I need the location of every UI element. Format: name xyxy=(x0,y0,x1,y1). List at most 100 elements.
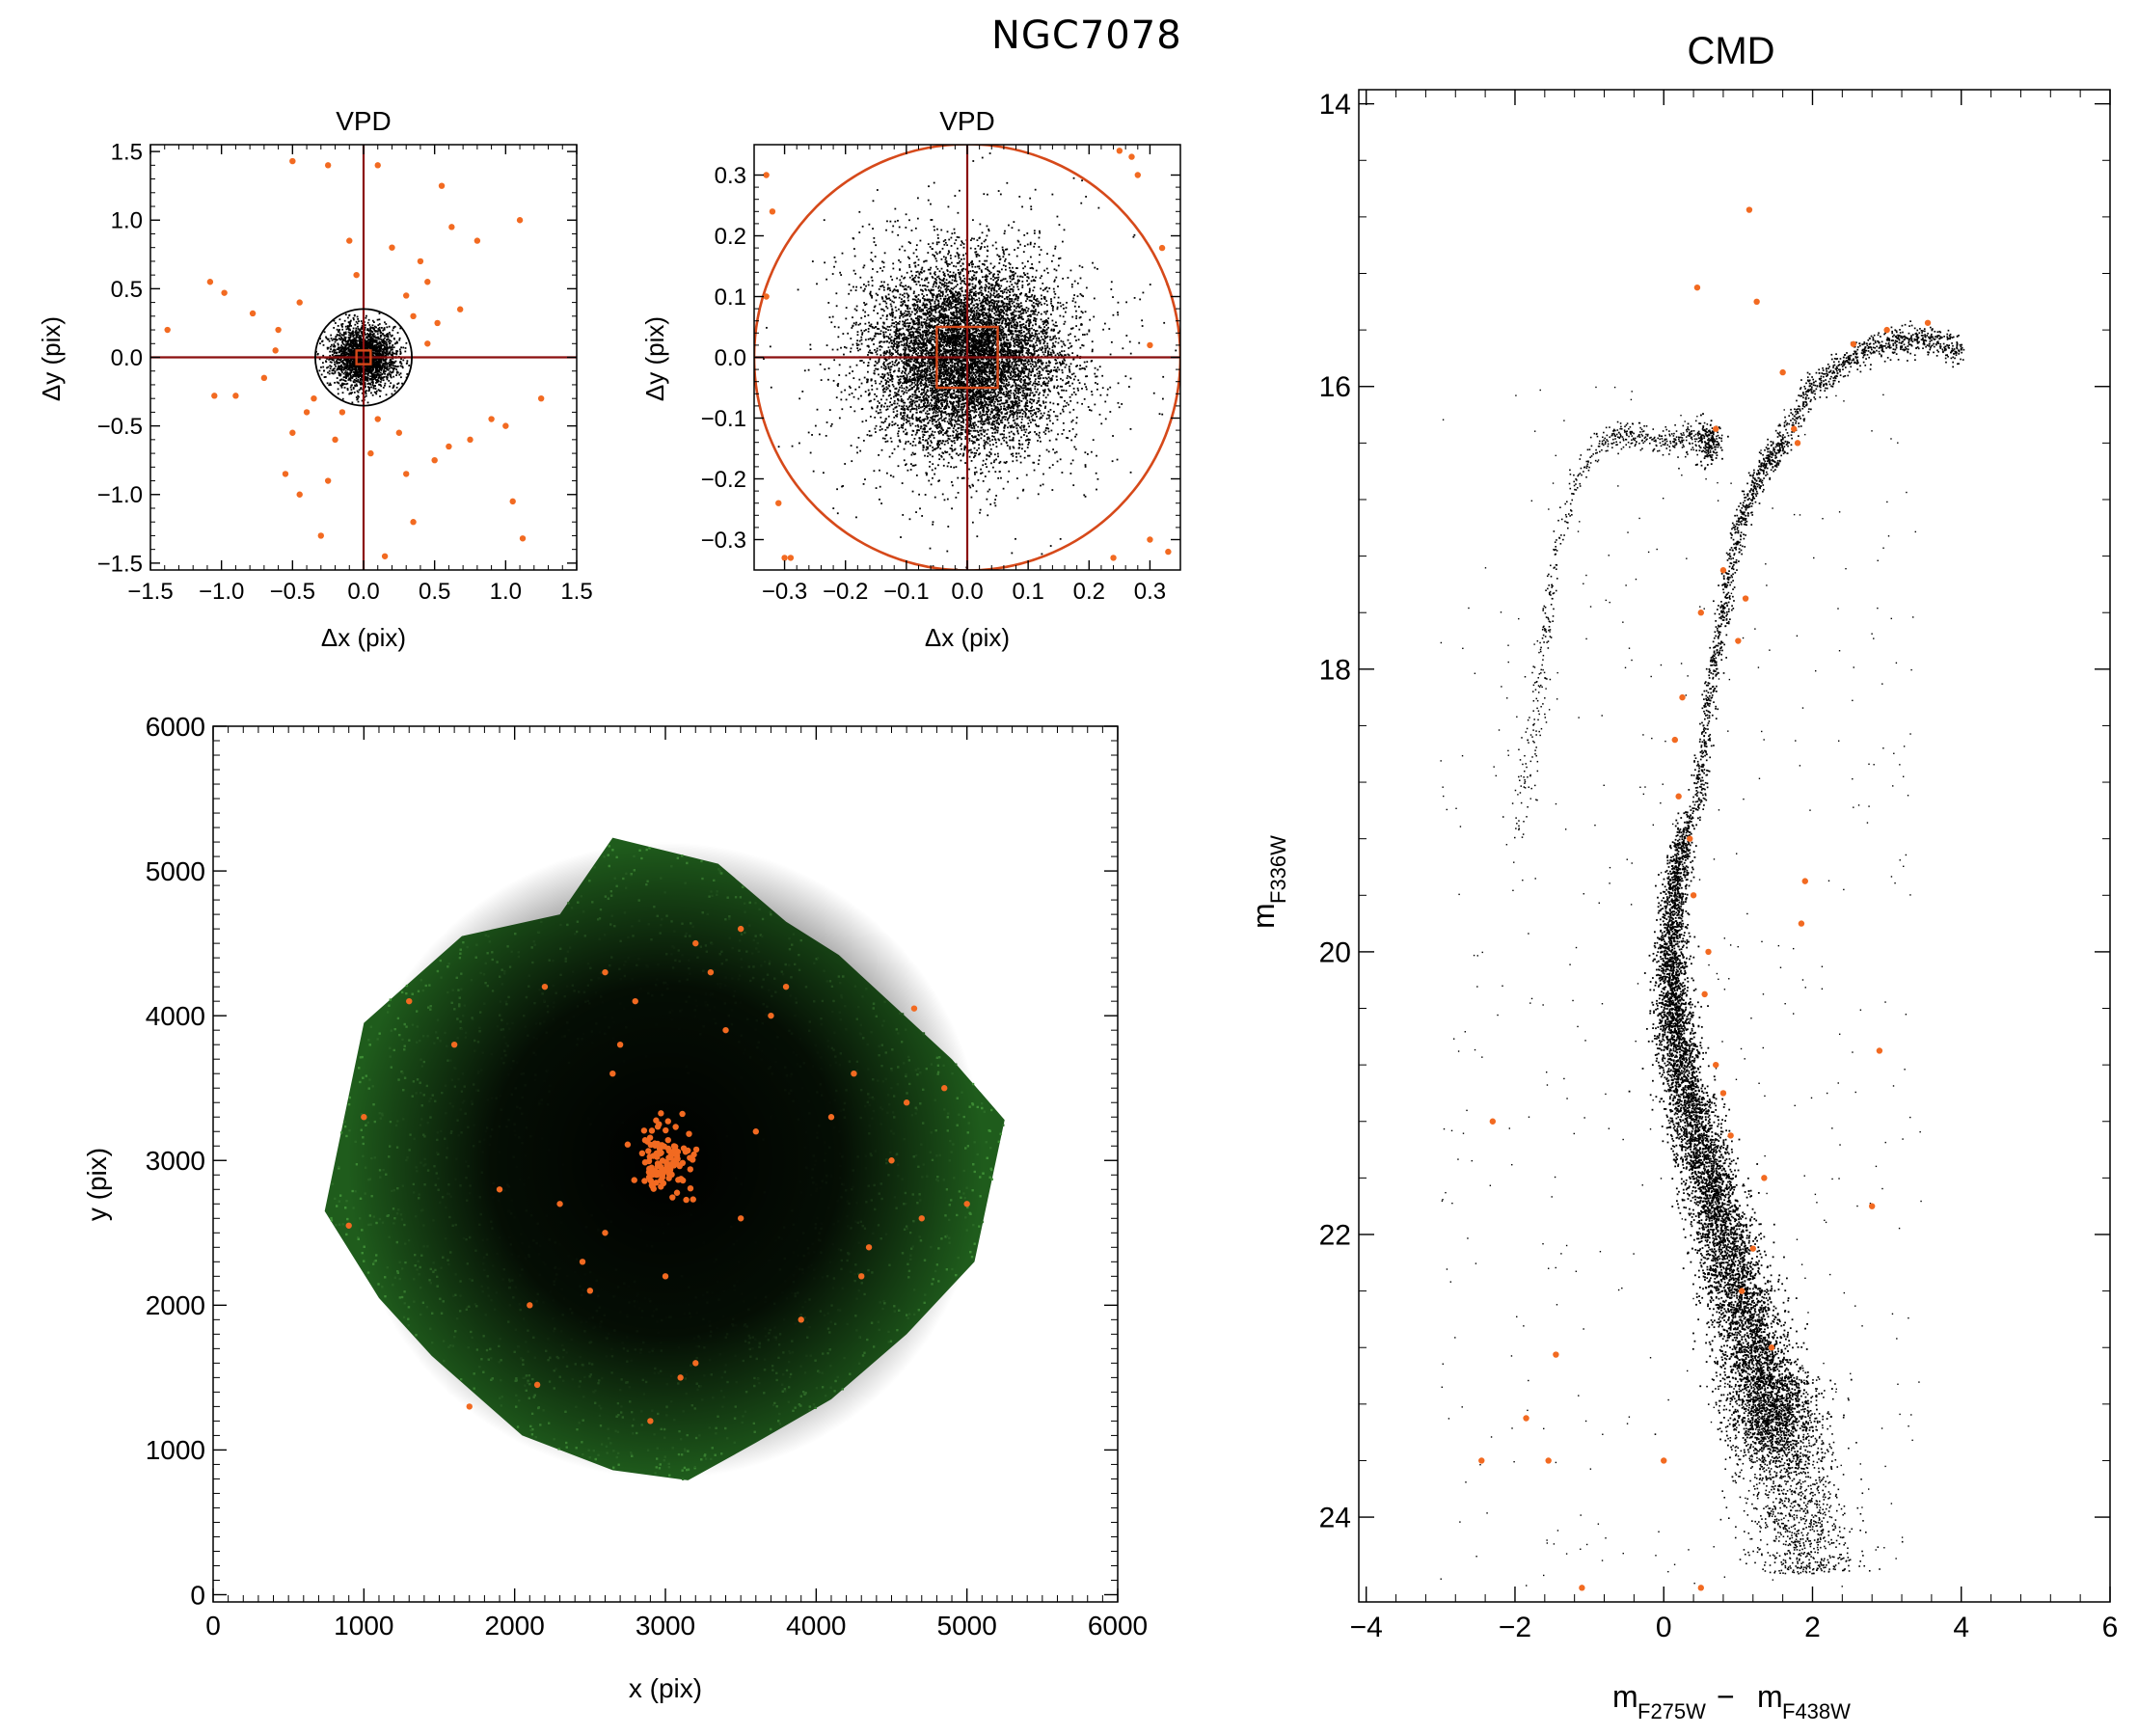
star-point xyxy=(1019,302,1022,305)
star-point xyxy=(945,362,948,365)
star-point xyxy=(964,290,967,293)
star-point xyxy=(385,358,388,361)
star-point xyxy=(354,339,357,342)
star-point xyxy=(371,372,374,375)
star-point xyxy=(907,346,910,349)
star-point xyxy=(406,373,409,375)
star-point xyxy=(346,340,349,343)
star-point xyxy=(334,345,336,348)
star-point xyxy=(919,301,921,303)
y-tick-label: 1.0 xyxy=(111,208,143,234)
star-point xyxy=(948,298,951,300)
star-point xyxy=(357,328,360,330)
star-point xyxy=(392,346,395,349)
star-point xyxy=(352,343,355,346)
star-point xyxy=(955,358,958,360)
star-point xyxy=(872,228,874,231)
star-point xyxy=(383,334,386,337)
star-point xyxy=(1019,312,1022,315)
star-point xyxy=(1016,239,1019,242)
star-point xyxy=(969,486,972,489)
star-point xyxy=(923,363,926,366)
star-point xyxy=(995,330,998,333)
star-point xyxy=(942,452,945,454)
star-point xyxy=(352,316,355,319)
selected-star-point xyxy=(389,244,395,251)
selected-star-point xyxy=(311,394,317,402)
star-point xyxy=(989,300,992,303)
star-point xyxy=(340,386,343,389)
star-point xyxy=(389,339,392,341)
star-point xyxy=(345,347,348,350)
star-point xyxy=(990,462,992,465)
star-point xyxy=(356,339,359,342)
star-point xyxy=(1110,281,1113,284)
star-point xyxy=(361,366,364,369)
star-point xyxy=(985,280,988,282)
star-point xyxy=(361,347,363,350)
star-point xyxy=(347,331,350,334)
star-point xyxy=(344,313,347,316)
star-point xyxy=(322,354,325,357)
star-point xyxy=(945,285,948,287)
star-point xyxy=(923,298,926,300)
star-point xyxy=(1044,332,1046,335)
star-point xyxy=(986,408,988,410)
star-point xyxy=(833,265,835,268)
star-point xyxy=(351,392,353,394)
plot-area xyxy=(754,145,1180,570)
star-point xyxy=(901,482,904,484)
star-point xyxy=(333,327,336,329)
selected-star-point xyxy=(206,279,214,285)
star-point xyxy=(978,330,981,332)
star-point xyxy=(360,336,362,339)
star-point xyxy=(347,340,350,343)
star-point xyxy=(1009,298,1012,300)
star-point xyxy=(944,393,947,396)
star-point xyxy=(338,351,340,354)
star-point xyxy=(895,289,898,292)
star-point xyxy=(374,340,377,343)
star-point xyxy=(320,366,322,368)
star-point xyxy=(974,322,977,325)
star-point xyxy=(376,333,379,336)
star-point xyxy=(911,369,913,371)
star-point xyxy=(1010,392,1013,394)
star-point xyxy=(1016,340,1019,343)
star-point xyxy=(1033,374,1036,377)
star-point xyxy=(358,354,361,357)
star-point xyxy=(919,507,921,510)
star-point xyxy=(1053,366,1056,368)
star-point xyxy=(893,399,896,402)
star-point xyxy=(943,401,946,403)
star-point xyxy=(931,332,933,335)
star-point xyxy=(360,328,363,330)
star-point xyxy=(381,365,384,367)
star-point xyxy=(921,406,924,408)
star-point xyxy=(1051,422,1054,424)
star-point xyxy=(384,361,387,363)
star-point xyxy=(333,343,336,346)
star-point xyxy=(379,332,382,335)
star-point xyxy=(943,285,946,288)
star-point xyxy=(975,294,977,297)
star-point xyxy=(1061,389,1063,392)
star-point xyxy=(961,443,962,446)
star-point xyxy=(348,337,350,339)
star-point xyxy=(1067,374,1069,377)
star-point xyxy=(934,281,936,283)
star-point xyxy=(375,369,377,371)
star-point xyxy=(995,280,998,283)
star-point xyxy=(912,292,915,295)
star-point xyxy=(388,367,391,370)
star-point xyxy=(353,378,356,381)
star-point xyxy=(995,277,998,279)
star-point xyxy=(346,388,349,390)
star-point xyxy=(328,384,331,387)
star-point xyxy=(367,360,370,362)
star-point xyxy=(371,381,374,384)
star-point xyxy=(920,385,922,387)
star-point xyxy=(923,434,926,437)
star-point xyxy=(355,347,358,350)
star-point xyxy=(358,389,361,392)
